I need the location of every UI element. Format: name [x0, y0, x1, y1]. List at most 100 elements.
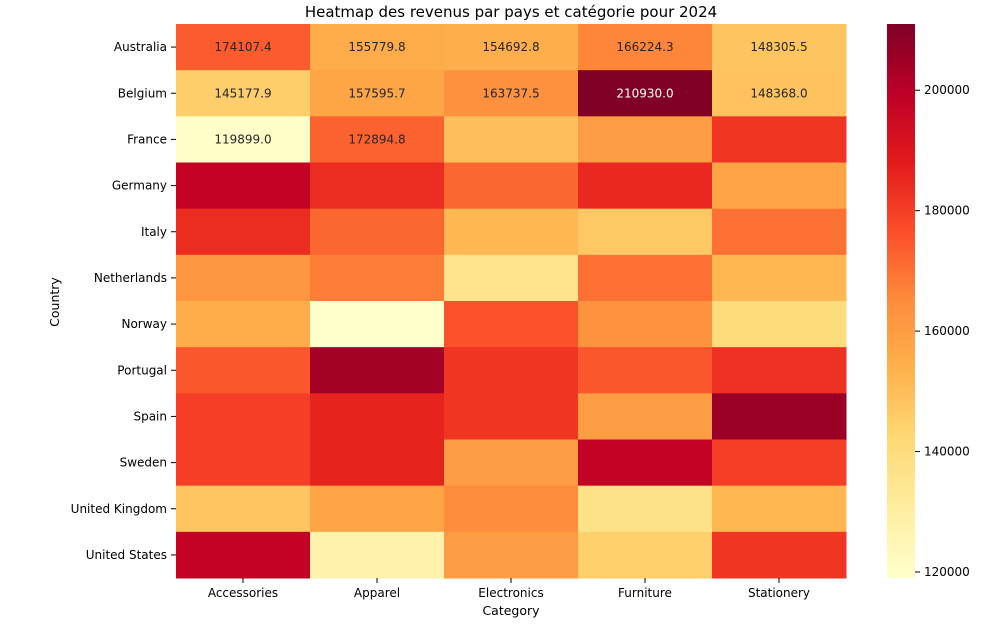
- heatmap-cell: [310, 531, 445, 579]
- y-tick-label: United States: [86, 548, 167, 562]
- heatmap-cell: [444, 24, 579, 71]
- x-tick-label: Stationery: [748, 586, 810, 600]
- heatmap-cell: [176, 393, 311, 440]
- heatmap-cell: [310, 208, 445, 256]
- heatmap-cell: [444, 162, 579, 210]
- y-tick-label: Norway: [121, 317, 167, 331]
- heatmap-cell: [444, 70, 579, 117]
- heatmap-cell: [176, 70, 311, 117]
- heatmap-cell: [176, 254, 311, 302]
- heatmap-cell: [310, 439, 445, 487]
- heatmap-cell: [310, 24, 445, 71]
- heatmap-cell: [578, 116, 713, 163]
- x-tick-label: Accessories: [208, 586, 278, 600]
- colorbar-tick-label: 160000: [924, 324, 970, 338]
- y-tick-label: Belgium: [118, 86, 167, 100]
- heatmap-cell: [712, 485, 847, 533]
- heatmap-cell: [712, 254, 847, 302]
- y-tick-label: France: [127, 132, 167, 146]
- heatmap-cell: [444, 208, 579, 256]
- colorbar-tick-label: 200000: [924, 83, 970, 97]
- heatmap-cell: [176, 347, 311, 394]
- heatmap-cell: [578, 485, 713, 533]
- y-axis-label: Country: [47, 277, 62, 327]
- cell-value-label: 154692.8: [482, 40, 539, 54]
- heatmap-cell: [310, 485, 445, 533]
- x-axis-label: Category: [482, 603, 540, 618]
- y-axis-ticks: Australia Belgium France Germany Italy Nether…: [71, 40, 176, 562]
- colorbar: 120000 140000 160000 180000 200000: [887, 24, 970, 579]
- heatmap-cell: [578, 70, 713, 117]
- cell-value-label: 163737.5: [482, 86, 539, 100]
- y-tick-label: Netherlands: [94, 271, 167, 285]
- heatmap-cell: [712, 208, 847, 256]
- heatmap-cell: [712, 301, 847, 348]
- x-tick-label: Electronics: [478, 586, 543, 600]
- heatmap-cell: [578, 439, 713, 487]
- heatmap-cell: [444, 393, 579, 440]
- cell-value-label: 166224.3: [616, 40, 673, 54]
- cell-value-label: 155779.8: [348, 40, 405, 54]
- colorbar-gradient: [887, 24, 915, 578]
- cell-value-label: 172894.8: [348, 132, 405, 146]
- heatmap-cell: [310, 301, 445, 348]
- y-tick-label: United Kingdom: [71, 502, 167, 516]
- heatmap-cell: [444, 531, 579, 579]
- y-tick-label: Germany: [112, 179, 167, 193]
- heatmap-cell: [712, 70, 847, 117]
- heatmap-cell: [444, 301, 579, 348]
- heatmap-cell: [712, 116, 847, 163]
- heatmap-cell: [578, 208, 713, 256]
- heatmap-cell: [444, 485, 579, 533]
- colorbar-tick-label: 140000: [924, 445, 970, 459]
- heatmap-cell: [176, 531, 311, 579]
- heatmap-cell: [310, 254, 445, 302]
- x-axis-ticks: Accessories Apparel Electronics Furniture St…: [208, 578, 810, 600]
- y-tick-label: Italy: [141, 225, 167, 239]
- heatmap-cell: [310, 116, 445, 163]
- heatmap-cells: 174107.4 155779.8 154692.8 166224.3 148305.5…: [176, 24, 847, 579]
- heatmap-cell: [712, 162, 847, 210]
- heatmap-cell: [176, 116, 311, 163]
- heatmap-cell: [444, 116, 579, 163]
- chart-title: Heatmap des revenus par pays et catégori…: [305, 3, 717, 21]
- heatmap-cell: [712, 439, 847, 487]
- cell-value-label: 148368.0: [750, 86, 807, 100]
- heatmap-cell: [176, 485, 311, 533]
- heatmap-cell: [176, 208, 311, 256]
- heatmap-cell: [444, 439, 579, 487]
- heatmap-cell: [310, 393, 445, 440]
- cell-value-label: 119899.0: [214, 132, 271, 146]
- heatmap-cell: [176, 162, 311, 210]
- cell-value-label: 145177.9: [214, 86, 271, 100]
- y-tick-label: Australia: [114, 40, 167, 54]
- heatmap-cell: [310, 70, 445, 117]
- heatmap-cell: [578, 254, 713, 302]
- heatmap-cell: [176, 439, 311, 487]
- heatmap-cell: [578, 347, 713, 394]
- colorbar-tick-label: 120000: [924, 565, 970, 579]
- heatmap-cell: [712, 24, 847, 71]
- cell-value-label: 174107.4: [214, 40, 271, 54]
- heatmap-cell: [310, 347, 445, 394]
- cell-value-label: 157595.7: [348, 86, 405, 100]
- heatmap-cell: [176, 301, 311, 348]
- x-tick-label: Furniture: [618, 586, 672, 600]
- x-tick-label: Apparel: [354, 586, 400, 600]
- heatmap-cell: [578, 24, 713, 71]
- heatmap-cell: [444, 254, 579, 302]
- y-tick-label: Spain: [133, 409, 167, 423]
- heatmap-cell: [712, 347, 847, 394]
- colorbar-tick-label: 180000: [924, 204, 970, 218]
- heatmap-cell: [310, 162, 445, 210]
- heatmap-cell: [578, 393, 713, 440]
- heatmap-cell: [578, 162, 713, 210]
- heatmap-cell: [578, 301, 713, 348]
- cell-value-label: 210930.0: [616, 86, 673, 100]
- heatmap-cell: [712, 393, 847, 440]
- heatmap-cell: [176, 24, 311, 71]
- heatmap-cell: [712, 531, 847, 579]
- cell-value-label: 148305.5: [750, 40, 807, 54]
- heatmap-cell: [578, 531, 713, 579]
